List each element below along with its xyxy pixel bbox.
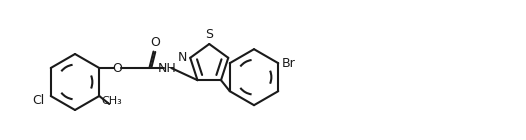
Text: O: O [113,61,122,74]
Text: S: S [205,28,213,41]
Text: Cl: Cl [33,94,45,107]
Text: Br: Br [281,57,295,70]
Text: O: O [150,36,160,49]
Text: CH₃: CH₃ [101,96,122,106]
Text: N: N [178,51,187,64]
Text: NH: NH [158,61,177,74]
